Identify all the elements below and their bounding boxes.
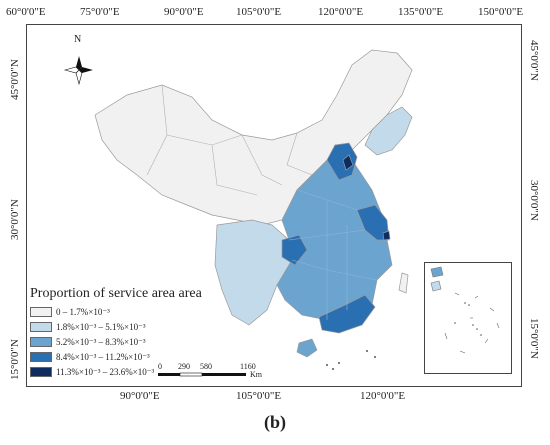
scale-tick-label: 1160 <box>240 362 256 371</box>
north-arrow-icon <box>63 56 93 86</box>
top-coord-label: 75°0'0"E <box>80 6 120 18</box>
bottom-coord-label: 120°0'0"E <box>360 390 406 402</box>
province-border <box>288 189 378 320</box>
region-taiwan <box>398 272 409 294</box>
left-coord-label: 15°0'0"N <box>9 339 21 380</box>
legend-swatch <box>30 352 52 362</box>
islands <box>326 350 376 370</box>
left-coord-label: 30°0'0"N <box>9 199 21 240</box>
region-hainan <box>296 338 318 358</box>
inset-islands <box>444 292 500 354</box>
scale-bar: 0 290 580 1160 Km <box>158 362 288 384</box>
region-beijing <box>342 154 354 171</box>
inset-canvas <box>430 266 500 354</box>
map-canvas <box>63 49 413 370</box>
north-label: N <box>74 34 82 45</box>
legend-label: 11.3%×10⁻³ – 23.6%×10⁻³ <box>56 366 155 377</box>
top-coord-label: 105°0'0"E <box>236 6 282 18</box>
scale-tick-label: 580 <box>200 362 212 371</box>
inset-dots <box>454 302 482 336</box>
legend-item: 5.2%×10⁻³ – 8.3%×10⁻³ <box>30 335 230 349</box>
legend-item: 11.3%×10⁻³ – 23.6%×10⁻³ <box>30 365 230 379</box>
legend-label: 5.2%×10⁻³ – 8.3%×10⁻³ <box>56 336 146 347</box>
map-frame <box>26 24 522 387</box>
region-north-dark <box>326 142 358 181</box>
top-coord-label: 135°0'0"E <box>398 6 444 18</box>
map-legend: Proportion of service area area 0 – 1.7%… <box>30 286 230 380</box>
bottom-coord-label: 105°0'0"E <box>236 390 282 402</box>
legend-swatch <box>30 337 52 347</box>
inset-hainan <box>430 280 442 292</box>
top-coord-label: 60°0'0"E <box>6 6 46 18</box>
legend-item: 1.8%×10⁻³ – 5.1%×10⁻³ <box>30 320 230 334</box>
inset-taiwan-hainan <box>430 266 444 278</box>
right-coord-label: 15°0'0"N <box>528 318 540 359</box>
top-coord-label: 120°0'0"E <box>318 6 364 18</box>
legend-label: 8.4%×10⁻³ – 11.2%×10⁻³ <box>56 351 150 362</box>
top-coord-label: 90°0'0"E <box>164 6 204 18</box>
right-coord-label: 45°0'0"N <box>528 40 540 81</box>
bottom-coord-label: 90°0'0"E <box>120 390 160 402</box>
legend-title: Proportion of service area area <box>30 286 202 301</box>
scale-bar-graphic <box>158 372 246 377</box>
top-coord-label: 150°0'0"E <box>478 6 524 18</box>
scale-tick-label: 0 <box>158 362 162 371</box>
province-border <box>146 84 313 196</box>
right-coord-label: 30°0'0"N <box>528 180 540 221</box>
region-southwest <box>214 219 293 326</box>
legend-item: 8.4%×10⁻³ – 11.2%×10⁻³ <box>30 350 230 364</box>
legend-swatch <box>30 307 52 317</box>
inset-map <box>424 262 512 374</box>
panel-label: (b) <box>264 412 286 432</box>
legend-swatch <box>30 367 52 377</box>
scale-unit: Km <box>250 370 262 379</box>
region-northeast <box>364 106 413 156</box>
left-coord-label: 45°0'0"N <box>9 59 21 100</box>
region-chongqing <box>281 234 308 266</box>
region-guangdong <box>318 294 376 334</box>
legend-item: 0 – 1.7%×10⁻³ <box>30 305 230 319</box>
legend-label: 1.8%×10⁻³ – 5.1%×10⁻³ <box>56 321 146 332</box>
legend-label: 0 – 1.7%×10⁻³ <box>56 306 110 317</box>
scale-tick-label: 290 <box>178 362 190 371</box>
legend-swatch <box>30 322 52 332</box>
region-shanghai <box>382 230 391 241</box>
